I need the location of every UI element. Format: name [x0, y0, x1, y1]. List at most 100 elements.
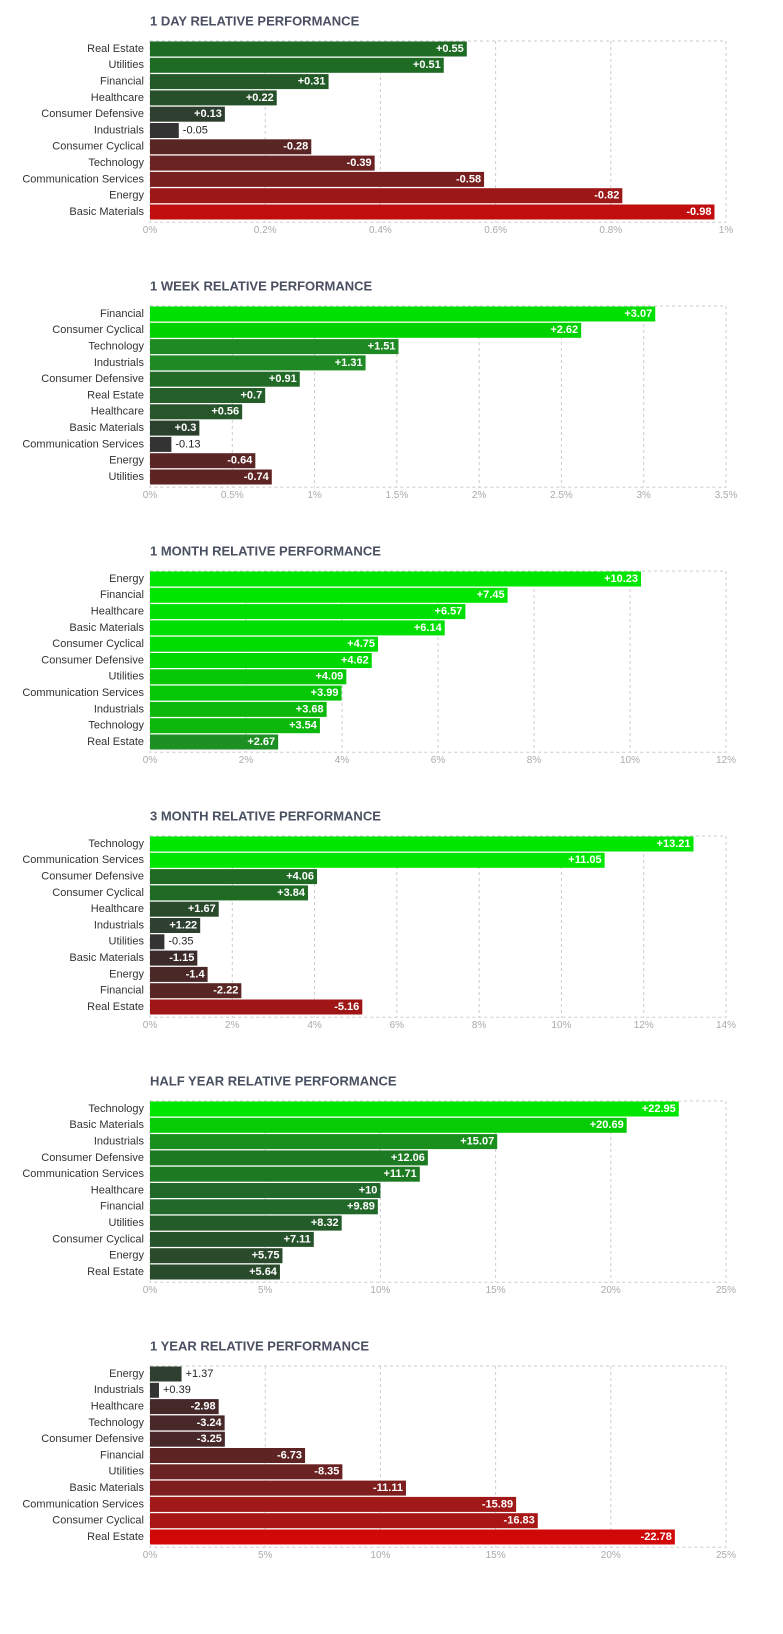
category-label: Technology	[88, 1103, 144, 1115]
x-tick-label: 8%	[527, 755, 542, 766]
category-label: Energy	[109, 1250, 144, 1262]
value-label: -1.4	[186, 968, 206, 980]
category-label: Financial	[100, 1449, 144, 1461]
value-label: -0.13	[175, 438, 200, 450]
bar	[150, 355, 366, 371]
x-tick-label: 0%	[143, 1550, 158, 1561]
value-label: +7.45	[477, 589, 505, 601]
bar	[150, 852, 605, 868]
category-label: Industrials	[94, 1136, 145, 1148]
bar	[150, 322, 582, 338]
bar	[150, 388, 266, 403]
bar	[150, 1480, 406, 1496]
x-tick-label: 8%	[472, 1020, 487, 1031]
value-label: +5.64	[249, 1266, 278, 1278]
bar	[150, 950, 198, 966]
x-tick-label: 0%	[143, 490, 158, 501]
bar	[150, 1117, 627, 1133]
category-label: Healthcare	[91, 1401, 144, 1413]
category-label: Real Estate	[87, 1531, 144, 1543]
value-label: +1.37	[186, 1368, 214, 1380]
x-tick-label: 12%	[716, 755, 736, 766]
x-tick-label: 2.5%	[550, 490, 573, 501]
category-label: Industrials	[94, 703, 145, 715]
value-label: -8.35	[314, 1466, 339, 1478]
category-label: Real Estate	[87, 1266, 144, 1278]
x-tick-label: 6%	[390, 1020, 405, 1031]
x-tick-label: 0%	[143, 755, 158, 766]
bar	[150, 1431, 225, 1447]
x-tick-label: 2%	[239, 755, 254, 766]
x-tick-label: 3%	[636, 490, 651, 501]
value-label: -0.39	[347, 157, 372, 169]
category-label: Consumer Defensive	[41, 654, 144, 666]
bar	[150, 306, 656, 322]
chart-title: 1 YEAR RELATIVE PERFORMANCE	[150, 1338, 369, 1353]
value-label: -2.22	[213, 985, 238, 997]
value-label: +1.31	[335, 357, 363, 369]
value-label: -0.28	[283, 141, 308, 153]
category-label: Communication Services	[22, 438, 144, 450]
chart-title: HALF YEAR RELATIVE PERFORMANCE	[150, 1073, 397, 1088]
category-label: Healthcare	[91, 903, 144, 915]
category-label: Healthcare	[91, 606, 144, 618]
x-tick-label: 0%	[143, 1285, 158, 1296]
bar	[150, 1134, 498, 1150]
value-label: -3.24	[197, 1417, 223, 1429]
value-label: +11.71	[383, 1168, 416, 1180]
bar	[150, 983, 242, 999]
category-label: Real Estate	[87, 736, 144, 748]
category-label: Consumer Cyclical	[52, 1515, 144, 1527]
category-label: Communication Services	[22, 1168, 144, 1180]
category-label: Utilities	[109, 1466, 145, 1478]
category-label: Technology	[88, 157, 144, 169]
bar	[150, 436, 172, 452]
value-label: +0.56	[211, 406, 239, 418]
x-tick-label: 20%	[601, 1285, 621, 1296]
value-label: +20.69	[590, 1119, 624, 1131]
x-tick-label: 0.4%	[369, 225, 392, 236]
bar	[150, 1448, 306, 1463]
value-label: +0.31	[298, 76, 326, 88]
chart-title: 1 WEEK RELATIVE PERFORMANCE	[150, 278, 373, 293]
category-label: Utilities	[109, 471, 145, 483]
bar	[150, 155, 375, 171]
category-label: Basic Materials	[69, 422, 144, 434]
value-label: +3.84	[277, 887, 306, 899]
bar	[150, 123, 179, 138]
value-label: +15.07	[460, 1136, 494, 1148]
x-tick-label: 0%	[143, 1020, 158, 1031]
value-label: +0.7	[240, 389, 262, 401]
value-label: -0.64	[227, 455, 253, 467]
bar	[150, 653, 372, 668]
category-label: Financial	[100, 76, 144, 88]
x-tick-label: 5%	[258, 1285, 273, 1296]
category-label: Utilities	[109, 59, 145, 71]
x-tick-label: 0.5%	[221, 490, 244, 501]
category-label: Consumer Cyclical	[52, 887, 144, 899]
category-label: Consumer Cyclical	[52, 638, 144, 650]
bar	[150, 1399, 219, 1415]
category-label: Basic Materials	[69, 1482, 144, 1494]
x-tick-label: 4%	[307, 1020, 322, 1031]
value-label: +0.51	[413, 59, 441, 71]
category-label: Technology	[88, 720, 144, 732]
category-label: Utilities	[109, 671, 145, 683]
value-label: -0.82	[594, 190, 619, 202]
category-label: Financial	[100, 308, 144, 320]
bar	[150, 604, 466, 620]
bar	[150, 1529, 675, 1545]
x-tick-label: 15%	[486, 1550, 506, 1561]
value-label: +0.91	[269, 373, 297, 385]
bar	[150, 901, 219, 917]
x-tick-label: 20%	[601, 1550, 621, 1561]
chart-title: 3 MONTH RELATIVE PERFORMANCE	[150, 808, 381, 823]
value-label: +0.55	[436, 43, 464, 55]
value-label: -1.15	[169, 952, 194, 964]
category-label: Energy	[109, 573, 144, 585]
bar	[150, 734, 279, 750]
category-label: Financial	[100, 589, 144, 601]
value-label: +2.67	[247, 736, 275, 748]
bar	[150, 571, 642, 587]
bar	[150, 106, 225, 122]
